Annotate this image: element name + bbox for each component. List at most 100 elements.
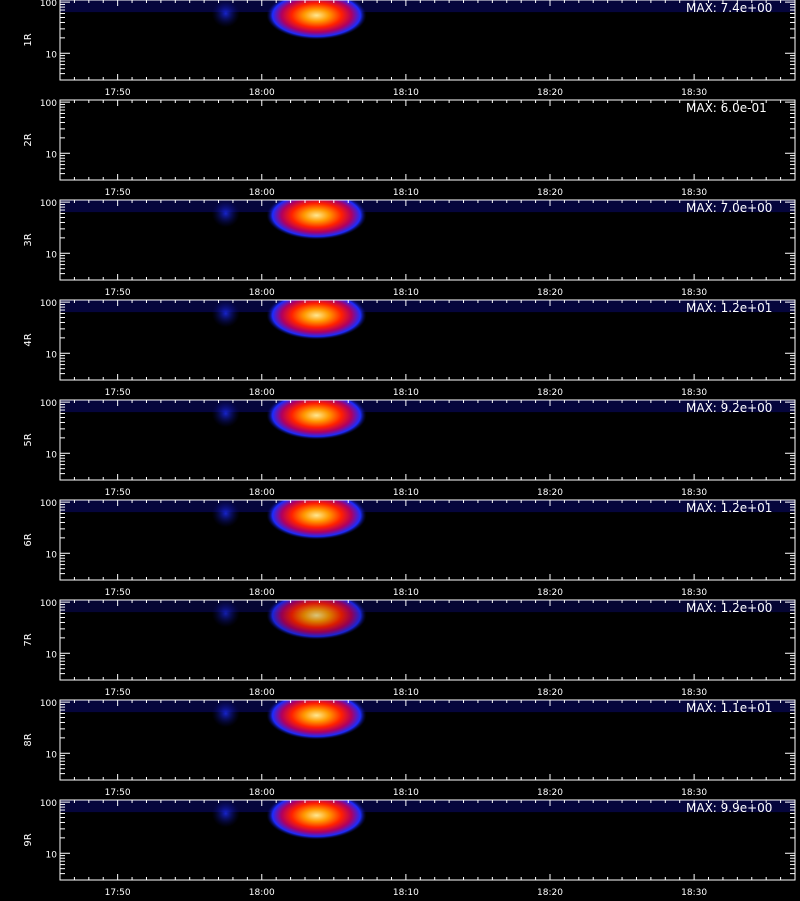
- x-tick-label: 18:10: [393, 688, 419, 698]
- spectrogram-panel-6r: 10 100 17:50 18:00 18:10 18:20 18:30 6R MAX: 1.2…: [0, 481, 800, 598]
- precursor-blob: [211, 600, 240, 628]
- plot-background: [60, 400, 795, 480]
- x-tick-label: 18:20: [537, 888, 563, 898]
- max-label: MAX: 7.4e+00: [686, 1, 772, 15]
- y-tick-label: 10: [46, 550, 58, 560]
- x-tick-label: 18:20: [537, 188, 563, 198]
- spectrogram-panel-7r: 10 100 17:50 18:00 18:10 18:20 18:30 7R MAX: 1.2…: [0, 581, 800, 698]
- x-tick-label: 18:30: [681, 888, 707, 898]
- x-tick-label: 18:20: [537, 788, 563, 798]
- y-tick-label: 10: [46, 450, 58, 460]
- panel-svg: 10 100 17:50 18:00 18:10 18:20 18:30 4R MAX: 1.2…: [23, 299, 796, 398]
- flare-blob: [266, 0, 367, 40]
- x-tick-label: 17:50: [105, 388, 131, 398]
- emission-layer: [60, 0, 795, 40]
- emission-layer: [60, 600, 795, 640]
- y-tick-label: 100: [40, 299, 57, 309]
- background-band: [60, 0, 795, 13]
- panel-label: 8R: [23, 733, 34, 746]
- x-tick-label: 18:00: [249, 88, 275, 98]
- emission-layer: [60, 700, 795, 740]
- spectrogram-panel-1r: 10 100 17:50 18:00 18:10 18:20 18:30 1R MAX: 7.4…: [0, 0, 800, 98]
- background-band: [60, 500, 795, 513]
- x-tick-label: 18:10: [393, 588, 419, 598]
- spectrogram-panel-3r: 10 100 17:50 18:00 18:10 18:20 18:30 3R MAX: 7.0…: [0, 181, 800, 298]
- panel-label: 4R: [23, 333, 34, 346]
- x-tick-label: 17:50: [105, 588, 131, 598]
- precursor-blob: [211, 400, 240, 428]
- x-tick-label: 18:10: [393, 788, 419, 798]
- x-tick-label: 18:10: [393, 488, 419, 498]
- flare-blob: [266, 300, 367, 340]
- x-tick-label: 18:20: [537, 488, 563, 498]
- background-band: [60, 400, 795, 413]
- spectrogram-panel-2r: 10 100 17:50 18:00 18:10 18:20 18:30 2R MAX: 6.0…: [0, 81, 800, 198]
- flare-blob: [266, 400, 367, 440]
- emission-layer: [60, 300, 795, 340]
- x-tick-label: 18:30: [681, 88, 707, 98]
- flare-blob: [266, 500, 367, 540]
- x-tick-label: 17:50: [105, 288, 131, 298]
- panel-label: 2R: [23, 133, 34, 146]
- x-tick-label: 17:50: [105, 788, 131, 798]
- y-tick-label: 100: [40, 99, 57, 109]
- emission-layer: [60, 800, 795, 840]
- plot-frame: [59, 399, 796, 481]
- panel-svg: 10 100 17:50 18:00 18:10 18:20 18:30 6R MAX: 1.2…: [23, 499, 796, 598]
- x-tick-label: 18:00: [249, 788, 275, 798]
- plot-frame: [59, 99, 796, 181]
- x-tick-label: 18:10: [393, 188, 419, 198]
- flare-blob: [266, 600, 367, 640]
- x-tick-label: 18:10: [393, 388, 419, 398]
- x-tick-label: 18:30: [681, 388, 707, 398]
- precursor-blob: [211, 800, 240, 828]
- panel-svg: 10 100 17:50 18:00 18:10 18:20 18:30 8R MAX: 1.1…: [23, 699, 796, 798]
- x-tick-label: 18:30: [681, 288, 707, 298]
- precursor-blob: [211, 0, 240, 28]
- flare-blob: [266, 800, 367, 840]
- background-band: [60, 800, 795, 813]
- spectrogram-panel-9r: 10 100 17:50 18:00 18:10 18:20 18:30 9R MAX: 9.9…: [0, 781, 800, 898]
- y-tick-label: 100: [40, 199, 57, 209]
- plot-background: [60, 0, 795, 80]
- max-label: MAX: 7.0e+00: [686, 201, 772, 215]
- panel-svg: 10 100 17:50 18:00 18:10 18:20 18:30 3R MAX: 7.0…: [23, 199, 796, 298]
- y-tick-label: 10: [46, 150, 58, 160]
- x-tick-label: 18:00: [249, 388, 275, 398]
- y-tick-label: 100: [40, 499, 57, 509]
- spectrogram-panel-4r: 10 100 17:50 18:00 18:10 18:20 18:30 4R MAX: 1.2…: [0, 281, 800, 398]
- background-band: [60, 700, 795, 713]
- x-tick-label: 18:00: [249, 588, 275, 598]
- plot-background: [60, 600, 795, 680]
- x-tick-label: 18:00: [249, 288, 275, 298]
- plot-background: [60, 500, 795, 580]
- y-tick-label: 10: [46, 350, 58, 360]
- emission-layer: [60, 400, 795, 440]
- plot-frame: [59, 199, 796, 281]
- x-tick-label: 18:10: [393, 88, 419, 98]
- max-label: MAX: 1.2e+01: [686, 501, 772, 515]
- y-tick-label: 100: [40, 399, 57, 409]
- x-tick-label: 18:30: [681, 688, 707, 698]
- x-tick-label: 18:10: [393, 888, 419, 898]
- panel-svg: 10 100 17:50 18:00 18:10 18:20 18:30 7R MAX: 1.2…: [23, 599, 796, 698]
- emission-layer: [60, 200, 795, 240]
- x-tick-label: 18:30: [681, 188, 707, 198]
- plot-background: [60, 100, 795, 180]
- y-tick-label: 100: [40, 0, 57, 9]
- y-tick-label: 10: [46, 250, 58, 260]
- x-tick-label: 18:00: [249, 488, 275, 498]
- plot-frame: [59, 499, 796, 581]
- max-label: MAX: 9.9e+00: [686, 801, 772, 815]
- x-tick-label: 18:00: [249, 188, 275, 198]
- panel-label: 6R: [23, 533, 34, 546]
- flare-blob: [266, 200, 367, 240]
- y-tick-label: 100: [40, 599, 57, 609]
- x-tick-label: 18:00: [249, 688, 275, 698]
- x-tick-label: 17:50: [105, 88, 131, 98]
- plot-background: [60, 300, 795, 380]
- x-tick-label: 18:20: [537, 688, 563, 698]
- y-tick-label: 10: [46, 50, 58, 60]
- x-tick-label: 18:30: [681, 788, 707, 798]
